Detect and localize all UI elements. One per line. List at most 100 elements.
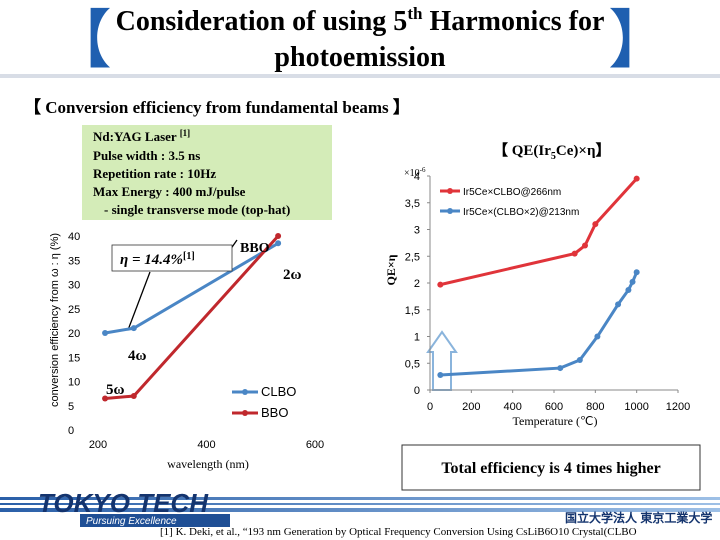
title-text: Consideration of using 5	[116, 6, 408, 37]
chart-title-sub: 5	[551, 151, 556, 162]
y-tick-label: 2,5	[405, 251, 420, 263]
university: 国立大学法人 東京工業大学	[565, 510, 712, 525]
y-tick-label: 3	[414, 225, 420, 237]
chart-title: 【 QE(Ir5Ce)×η】	[493, 141, 610, 162]
x-axis-label: Temperature (℃)	[513, 414, 598, 428]
eta-ref: [1]	[183, 251, 195, 262]
data-point	[625, 286, 632, 293]
chart-title-text: 【 QE(Ir	[493, 141, 551, 159]
laser-line: Pulse width : 3.5 ns	[93, 148, 200, 163]
title-line-1: Consideration of using 5th Harmonics for	[116, 4, 605, 37]
motto: Pursuing Excellence	[86, 516, 177, 527]
data-point	[629, 278, 636, 285]
laser-lines: Pulse width : 3.5 ns Repetition rate : 10…	[93, 148, 290, 217]
y-tick-label: 35	[68, 255, 80, 267]
logo: TOKYO TECH	[38, 488, 209, 518]
eta-box	[111, 244, 233, 272]
data-point	[437, 281, 444, 288]
footer-stripe	[0, 503, 720, 505]
annotation: 5ω	[106, 382, 125, 398]
data-point	[102, 330, 109, 336]
y-axis-label: QE×η	[384, 254, 398, 285]
footnote: [1] K. Deki, et al., “193 nm Generation …	[160, 526, 637, 538]
legend-marker	[242, 389, 248, 395]
data-point	[594, 333, 601, 340]
data-point	[576, 357, 583, 364]
eta-text: η = 14.4%	[120, 252, 183, 268]
laser-box	[82, 125, 332, 220]
data-point	[633, 269, 640, 276]
x-tick-label: 1200	[666, 401, 690, 413]
data-point	[633, 175, 640, 182]
y-tick-label: 1,5	[405, 305, 420, 317]
y-tick-label: 4	[414, 171, 420, 183]
x-tick-label: 400	[503, 401, 521, 413]
data-point	[130, 325, 137, 332]
legend-label: BBO	[261, 405, 288, 420]
laser-title: Nd:YAG Laser [1]	[93, 128, 190, 144]
title-text: Harmonics for	[422, 6, 604, 37]
section-heading: 【 Conversion efficiency from fundamental…	[24, 97, 410, 117]
conclusion-box	[401, 444, 701, 491]
y-tick-label: 3,5	[405, 198, 420, 210]
y-tick-label: 2	[414, 278, 420, 290]
multiplier-text: ×10	[404, 168, 420, 179]
data-point	[592, 221, 599, 228]
eta-label: η = 14.4%[1]	[120, 251, 195, 268]
legend-label: Ir5Ce×(CLBO×2)@213nm	[463, 207, 579, 218]
y-tick-label: 1	[414, 332, 420, 344]
y-tick-label: 0	[414, 385, 420, 397]
annotation: 2ω	[283, 267, 302, 283]
data-point	[275, 233, 282, 239]
data-point	[557, 365, 564, 372]
data-point	[615, 301, 622, 308]
bracket-left: 【	[48, 5, 112, 76]
x-tick-label: 200	[462, 401, 480, 413]
y-tick-label: 10	[68, 377, 80, 389]
header-rule	[0, 74, 720, 78]
y-tick-label: 30	[68, 280, 80, 292]
laser-title-text: Nd:YAG Laser	[93, 129, 180, 144]
multiplier-exp: -6	[420, 166, 426, 174]
multiplier: ×10-6	[404, 166, 426, 179]
x-tick-label: 600	[545, 401, 563, 413]
footer-stripe	[0, 497, 720, 500]
y-tick-label: 15	[68, 352, 80, 364]
motto-bar	[80, 514, 230, 527]
data-point	[130, 393, 137, 400]
data-point	[571, 250, 578, 257]
x-tick-label: 0	[427, 401, 433, 413]
laser-line: Repetition rate : 10Hz	[93, 166, 216, 181]
chart-title-text: Ce)×η】	[556, 141, 611, 159]
legend-label: Ir5Ce×CLBO@266nm	[463, 187, 561, 198]
bracket-right: 】	[608, 5, 672, 76]
y-tick-label: 5	[68, 401, 74, 413]
x-tick-label: 800	[586, 401, 604, 413]
footer-stripe	[0, 508, 720, 512]
legend-marker	[447, 188, 453, 194]
data-point	[582, 242, 588, 249]
legend-label: CLBO	[261, 384, 296, 399]
legend-marker	[447, 208, 453, 214]
conclusion: Total efficiency is 4 times higher	[441, 460, 660, 477]
data-point	[437, 372, 444, 379]
data-point	[102, 395, 109, 402]
laser-line: Max Energy : 400 mJ/pulse	[93, 184, 246, 199]
y-tick-label: 40	[68, 231, 80, 243]
title-line-2: photoemission	[274, 42, 446, 73]
laser-line: - single transverse mode (top-hat)	[104, 202, 290, 217]
y-tick-label: 0	[68, 425, 74, 437]
x-tick-label: 600	[306, 439, 324, 451]
y-tick-label: 25	[68, 304, 80, 316]
y-tick-label: 20	[68, 328, 80, 340]
y-tick-label: 0,5	[405, 358, 420, 370]
laser-ref: [1]	[180, 128, 191, 138]
x-tick-label: 200	[89, 439, 107, 451]
legend-marker	[242, 410, 248, 416]
x-axis-label: wavelength (nm)	[167, 457, 249, 471]
y-axis-label: conversion efficiency from ω : η (%)	[49, 233, 61, 407]
annotation: 4ω	[128, 348, 147, 364]
callout-line	[127, 271, 151, 331]
x-tick-label: 400	[197, 439, 215, 451]
